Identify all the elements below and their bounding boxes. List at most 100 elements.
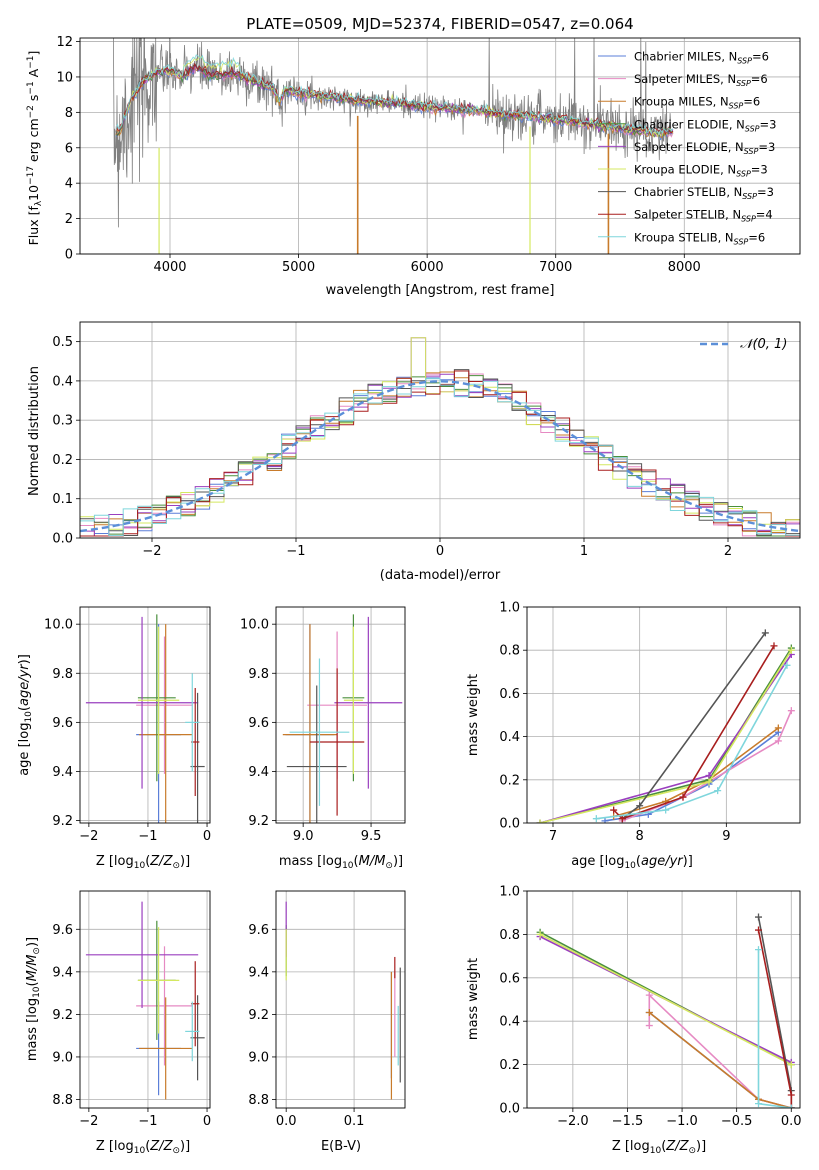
cumulative-marker (705, 778, 713, 786)
cumulative-marker (774, 724, 782, 732)
y-tick-label: 8.8 (52, 1093, 73, 1108)
errorbar-point-5 (85, 616, 199, 789)
cumulative-series-4 (539, 647, 792, 823)
y-tick-label: 8.8 (248, 1093, 269, 1108)
y-tick-label: 9.2 (52, 1008, 73, 1023)
cumulative-marker (755, 913, 763, 921)
y-tick-label: 9.8 (52, 667, 73, 682)
tick-labels: 7 8 9 0.0 0.2 0.4 0.6 0.8 1.0 (499, 601, 730, 845)
histogram-steps (80, 337, 800, 537)
y-tick-label: 0.3 (52, 414, 73, 429)
cumulative-lines (536, 913, 795, 1108)
grid-lines (80, 322, 800, 539)
legend-label: Salpeter MILES, NSSP=6 (634, 72, 768, 88)
cum-Z-xlabel: Z [log10(Z/Z⊙)] (612, 1139, 706, 1156)
errorbar-point-2 (136, 946, 193, 1066)
model-spectrum-line-1 (115, 65, 674, 141)
cumulative-marker (714, 787, 722, 795)
grid-lines (80, 607, 210, 823)
errorbar-point-6 (343, 626, 363, 774)
error-bars (285, 901, 401, 1100)
tick-labels: 0.0 0.1 8.8 9.0 9.2 9.4 9.6 (248, 923, 364, 1129)
spectrum-title: PLATE=0509, MJD=52374, FIBERID=0547, z=0… (246, 15, 633, 33)
x-tick-label: 9.0 (293, 829, 314, 844)
cumulative-marker (787, 1061, 795, 1069)
axes-frame (79, 321, 801, 539)
y-tick-label: 9.6 (248, 923, 269, 938)
x-tick-label: −2 (79, 1114, 98, 1129)
y-tick-label: 9.4 (52, 765, 73, 780)
cumulative-series-1 (604, 731, 779, 822)
legend-label: Chabrier STELIB, NSSP=3 (634, 185, 774, 201)
x-tick-label: 7 (549, 829, 557, 844)
cumulative-marker (755, 926, 763, 934)
cumulative-marker (787, 1091, 795, 1099)
legend-label: Kroupa ELODIE, NSSP=3 (634, 163, 768, 179)
y-tick-label: 0.6 (499, 971, 520, 986)
spectrum-panel: 4000 5000 6000 7000 8000 0 2 4 6 8 10 12 Chabrier MI… (56, 35, 801, 275)
grid-lines (276, 891, 405, 1108)
cumulative-series-2 (622, 710, 793, 822)
residual-xlabel: (data-model)/error (380, 568, 501, 583)
cum-age-xlabel: age [log10(age/yr)] (571, 854, 693, 871)
x-tick-label: 9 (722, 829, 730, 844)
cumulative-marker (774, 737, 782, 745)
cumulative-marker (592, 815, 600, 823)
x-tick-label: −1 (138, 829, 157, 844)
x-tick-label: 0.1 (344, 1114, 365, 1129)
y-tick-label: 0.0 (499, 1102, 520, 1117)
model-spectrum-line-9 (115, 54, 674, 136)
axes-frame (79, 37, 801, 255)
x-tick-label: −0.5 (721, 1114, 753, 1129)
x-tick-label: 8 (636, 829, 644, 844)
errorbar-point-3 (282, 624, 338, 823)
x-tick-label: 8000 (668, 260, 701, 275)
errorbar-point-9 (185, 673, 200, 772)
y-tick-label: 9.0 (52, 1050, 73, 1065)
y-tick-label: 0.0 (499, 817, 520, 832)
y-tick-label: 1.0 (499, 885, 520, 900)
histogram-series-9 (80, 378, 800, 537)
errorbar-point-6 (137, 927, 180, 1034)
cumulative-marker (618, 815, 626, 823)
cum-Z-ylabel: mass weight (466, 958, 481, 1040)
axes-frame (79, 606, 211, 824)
x-tick-label: −1.0 (666, 1114, 698, 1129)
ebv-xlabel: E(B-V) (321, 1139, 361, 1154)
y-tick-label: 1.0 (499, 601, 520, 616)
tick-labels: −2 −1 0 1 2 0.0 0.1 0.2 0.3 0.4 0.5 (52, 335, 732, 559)
spectrum-curves (113, 38, 674, 254)
y-tick-label: 0.4 (499, 1015, 520, 1030)
error-bars (282, 614, 403, 823)
y-tick-label: 10.0 (240, 618, 269, 633)
legend-label: 𝒩(0, 1) (740, 337, 787, 352)
y-tick-label: 12 (56, 35, 73, 50)
y-tick-label: 0.5 (52, 335, 73, 350)
errorbar-point-4 (137, 614, 176, 782)
agemass-xlabel: mass [log10(M/M⊙)] (279, 854, 403, 871)
observed-spectrum-line (113, 38, 672, 228)
y-tick-label: 9.0 (248, 1050, 269, 1065)
cumulative-marker (770, 642, 778, 650)
cumulative-marker (761, 629, 769, 637)
y-tick-label: 9.2 (248, 814, 269, 829)
x-tick-label: −1.5 (612, 1114, 644, 1129)
y-tick-label: 0.0 (52, 532, 73, 547)
ageZ-ylabel: age [log10(age/yr)] (17, 654, 34, 776)
y-tick-label: 9.2 (248, 1008, 269, 1023)
errorbar-point-5 (85, 901, 199, 1009)
y-tick-label: 8 (65, 106, 73, 121)
x-tick-label: −2 (142, 544, 161, 559)
residual-legend: 𝒩(0, 1) (700, 337, 787, 352)
x-tick-label: −1 (138, 1114, 157, 1129)
axes-frame (79, 890, 211, 1109)
y-tick-label: 0.2 (52, 453, 73, 468)
x-tick-label: 9.5 (361, 829, 382, 844)
y-tick-label: 9.8 (248, 667, 269, 682)
errorbar-point-8 (309, 668, 365, 816)
tick-labels: 4000 5000 6000 7000 8000 0 2 4 6 8 10 12 (56, 35, 700, 275)
legend-label: Salpeter ELODIE, NSSP=3 (634, 140, 775, 156)
cumulative-marker (705, 771, 713, 779)
errorbar-point-9 (289, 658, 350, 806)
cumulative-marker (755, 946, 763, 954)
